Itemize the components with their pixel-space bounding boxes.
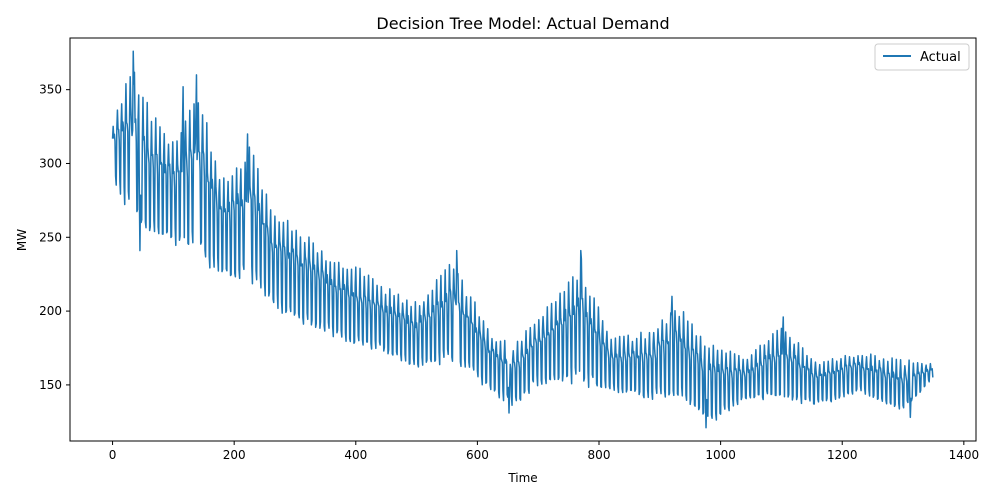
y-tick-label: 300: [39, 156, 62, 170]
x-axis-label: Time: [507, 471, 537, 485]
y-tick-label: 350: [39, 83, 62, 97]
x-tick-label: 1000: [705, 448, 736, 462]
x-tick-label: 800: [588, 448, 611, 462]
plot-area: [111, 50, 934, 429]
legend-label: Actual: [920, 50, 961, 65]
axes-frame: [69, 37, 977, 442]
x-tick-label: 0: [109, 448, 117, 462]
y-tick-label: 200: [39, 304, 62, 318]
y-tick-label: 150: [39, 378, 62, 392]
legend-box: [874, 43, 970, 71]
legend: Actual: [874, 43, 970, 71]
y-axis-label: MW: [15, 229, 29, 251]
x-tick-label: 1200: [827, 448, 858, 462]
x-tick-label: 600: [466, 448, 489, 462]
x-tick-label: 200: [223, 448, 246, 462]
series-line-actual: [111, 50, 934, 429]
chart-title: Decision Tree Model: Actual Demand: [376, 14, 669, 33]
x-axis: 0 200 400 600 800 1000 1200 1400: [109, 441, 979, 462]
x-tick-label: 1400: [949, 448, 980, 462]
y-tick-label: 250: [39, 230, 62, 244]
y-axis: 150 200 250 300 350: [39, 83, 70, 392]
x-tick-label: 400: [344, 448, 367, 462]
